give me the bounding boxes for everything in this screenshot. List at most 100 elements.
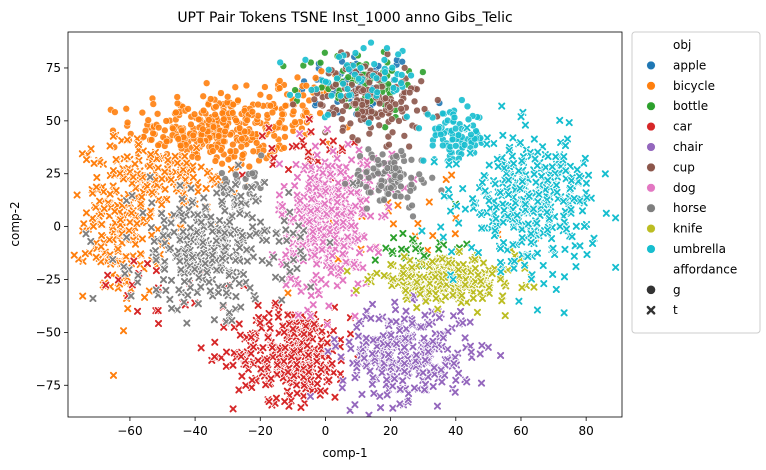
data-point	[491, 214, 501, 224]
data-point	[529, 204, 538, 214]
data-point	[415, 289, 425, 299]
data-point	[202, 268, 212, 277]
data-point	[515, 184, 525, 193]
data-point	[198, 238, 208, 247]
data-point	[567, 232, 577, 241]
data-point	[431, 272, 440, 282]
data-point	[449, 311, 458, 321]
data-point	[258, 131, 267, 141]
data-point	[318, 168, 328, 178]
data-point	[388, 128, 397, 136]
data-point	[454, 131, 463, 139]
data-point	[434, 244, 444, 254]
data-point	[245, 231, 255, 240]
data-point	[385, 141, 393, 149]
data-point	[281, 124, 289, 132]
data-point	[560, 245, 570, 254]
data-point	[196, 343, 206, 353]
data-point	[474, 248, 483, 257]
data-point	[458, 184, 468, 193]
data-point	[293, 73, 302, 82]
data-point	[161, 126, 169, 134]
legend-label: umbrella	[673, 242, 726, 256]
data-point	[338, 249, 347, 259]
data-point	[509, 159, 518, 168]
data-point	[248, 222, 257, 232]
data-point	[389, 84, 398, 92]
data-point	[193, 210, 203, 220]
data-point	[247, 182, 256, 192]
data-point	[359, 353, 369, 363]
data-point	[386, 330, 396, 340]
data-point	[111, 186, 121, 195]
data-point	[344, 337, 354, 347]
data-point	[450, 229, 460, 239]
data-point	[308, 227, 318, 236]
y-tick-label: 0	[53, 220, 61, 234]
data-point	[275, 190, 284, 200]
data-point	[314, 372, 323, 381]
data-point	[218, 254, 227, 263]
data-point	[498, 199, 508, 209]
data-point	[325, 227, 335, 237]
data-point	[263, 333, 273, 342]
data-point	[361, 333, 371, 343]
data-point	[283, 288, 293, 298]
data-point	[484, 160, 494, 170]
data-point	[127, 208, 136, 218]
data-point	[325, 66, 333, 74]
data-point	[108, 255, 118, 264]
data-point	[151, 246, 160, 255]
data-point	[398, 229, 408, 238]
data-point	[261, 380, 270, 390]
data-point	[533, 305, 542, 315]
data-point	[281, 133, 289, 141]
data-point	[356, 64, 365, 72]
data-point	[438, 254, 447, 264]
data-point	[543, 152, 553, 161]
data-point	[561, 166, 571, 176]
data-point	[335, 53, 343, 61]
data-point	[496, 274, 505, 284]
data-point	[229, 140, 237, 149]
data-point	[166, 175, 176, 184]
data-point	[450, 387, 460, 397]
legend-marker	[646, 183, 656, 193]
data-point	[510, 256, 519, 266]
data-point	[552, 188, 562, 197]
data-point	[354, 145, 364, 155]
data-point	[388, 115, 396, 123]
data-point	[366, 314, 376, 323]
data-point	[267, 144, 277, 153]
data-point	[407, 156, 416, 164]
data-point	[463, 102, 472, 111]
data-point	[243, 256, 252, 266]
data-point	[159, 231, 168, 240]
data-point	[344, 73, 352, 81]
data-point	[251, 294, 260, 304]
data-point	[470, 416, 479, 417]
data-point	[237, 371, 247, 381]
data-point	[466, 347, 476, 357]
data-point	[521, 199, 530, 209]
data-point	[450, 113, 459, 122]
data-point	[367, 39, 375, 47]
data-point	[582, 250, 592, 259]
data-point	[283, 367, 293, 377]
data-point	[439, 109, 447, 118]
data-point	[477, 378, 486, 388]
data-point	[253, 301, 263, 310]
data-point	[582, 178, 591, 188]
data-point	[311, 141, 320, 151]
data-point	[381, 68, 389, 76]
data-point	[407, 180, 416, 189]
data-point	[125, 217, 135, 227]
legend-label: horse	[673, 201, 707, 215]
data-point	[331, 244, 340, 254]
data-point	[552, 180, 561, 190]
data-point	[282, 236, 291, 245]
data-point	[318, 137, 328, 147]
data-point	[496, 244, 505, 253]
data-point	[264, 397, 274, 406]
data-point	[146, 150, 156, 159]
